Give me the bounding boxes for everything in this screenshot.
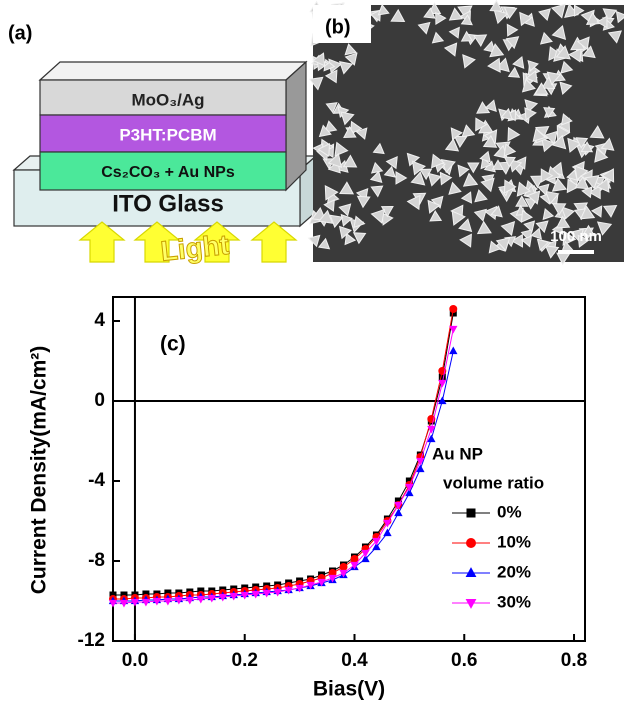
legend-label: 20% xyxy=(497,562,531,581)
layer-label: MoO₃/Ag xyxy=(131,90,204,109)
layer-label: P3HT:PCBM xyxy=(119,125,216,144)
x-tick-label: 0.8 xyxy=(561,650,587,671)
y-tick-label: -4 xyxy=(88,470,105,491)
x-tick-label: 0.6 xyxy=(451,650,477,671)
figure: (a) MoO₃/Ag P3HT:PCBM Cs₂CO₃ + Au NPs IT… xyxy=(0,0,624,707)
legend-title: volume ratio xyxy=(443,473,544,492)
x-axis-title: Bias(V) xyxy=(313,678,385,701)
layer-label: ITO Glass xyxy=(112,190,224,217)
scale-bar-label: 100 nm xyxy=(550,228,602,245)
y-tick-label: -8 xyxy=(88,550,105,571)
y-tick-label: -12 xyxy=(78,630,105,651)
scale-bar xyxy=(558,250,594,254)
marker xyxy=(449,346,457,354)
series-line xyxy=(113,329,453,603)
marker xyxy=(383,528,391,536)
marker xyxy=(467,509,476,518)
layer-label: Cs₂CO₃ + Au NPs xyxy=(101,164,235,181)
x-tick-label: 0.4 xyxy=(341,650,368,671)
panel-label: (c) xyxy=(160,333,186,356)
series-line xyxy=(113,351,453,601)
y-tick-label: 4 xyxy=(94,310,105,331)
panel-label: (a) xyxy=(8,22,32,44)
marker xyxy=(466,599,477,609)
marker xyxy=(340,563,348,571)
x-tick-label: 0.2 xyxy=(232,650,258,671)
marker xyxy=(466,538,476,548)
stack-side xyxy=(286,62,306,190)
panel-label: (b) xyxy=(325,16,351,38)
legend-label: 0% xyxy=(497,502,522,521)
legend-title: Au NP xyxy=(432,444,483,463)
legend-label: 30% xyxy=(497,592,531,611)
marker xyxy=(449,305,457,313)
top-face xyxy=(40,62,306,80)
x-tick-label: 0.0 xyxy=(122,650,148,671)
marker xyxy=(466,567,477,577)
y-tick-label: 0 xyxy=(94,390,105,411)
legend-label: 10% xyxy=(497,532,531,551)
y-axis-title: Current Density(mA/cm²) xyxy=(28,346,51,595)
